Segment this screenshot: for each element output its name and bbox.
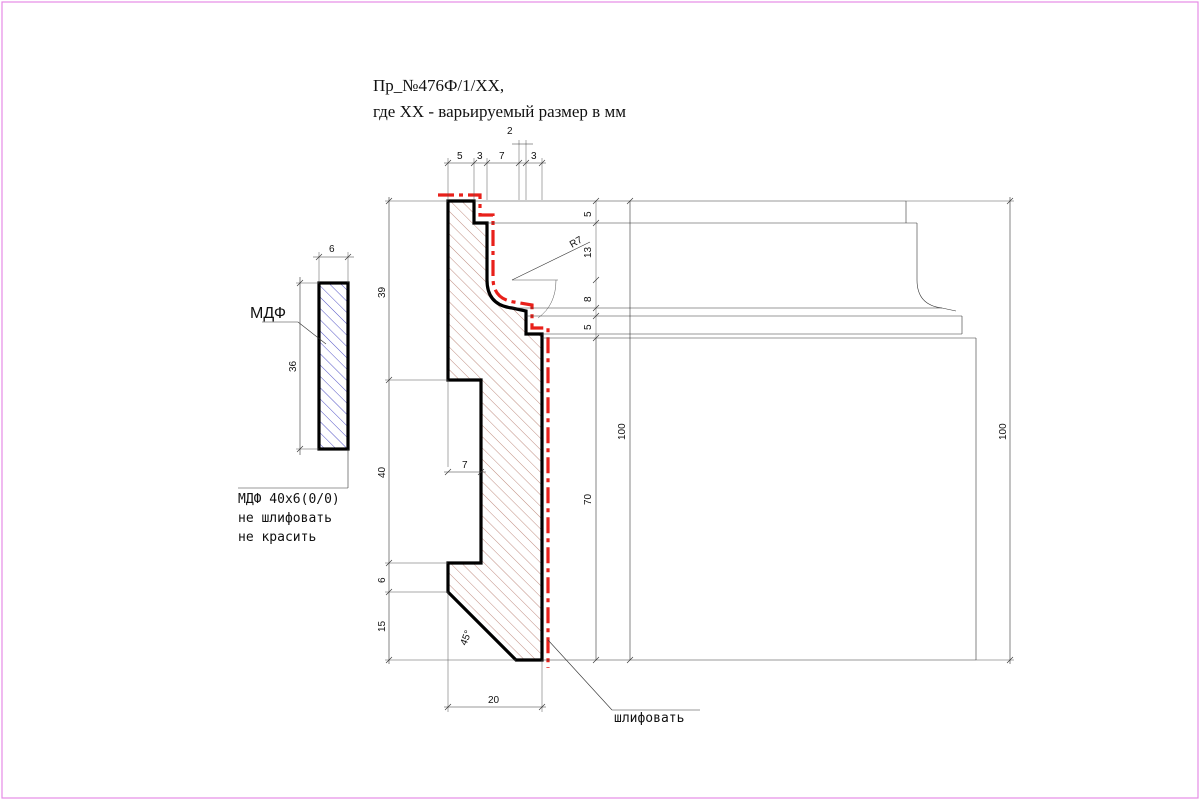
- left-dim-39: 39: [377, 286, 388, 298]
- title-line-2: где ХХ - варьируемый размер в мм: [373, 102, 626, 121]
- top-dim-7: 7: [499, 151, 505, 162]
- title-line-1: Пр_№476Ф/1/ХХ,: [373, 76, 504, 95]
- top-dim-3b: 3: [531, 151, 537, 162]
- right-dim-8: 8: [583, 296, 594, 302]
- sanding-note-text: шлифовать: [614, 711, 684, 726]
- left-dimension-chain: 39 40 6 15 7: [377, 197, 516, 664]
- mdf-note-line-3: не красить: [238, 530, 316, 545]
- angle-label: 45°: [459, 629, 475, 647]
- mdf-width-dim: 6: [329, 244, 335, 255]
- bottom-dimension: 20: [444, 592, 546, 712]
- groove-dim-7: 7: [462, 460, 468, 471]
- bottom-dim-20: 20: [488, 695, 500, 706]
- mdf-note-line-2: не шлифовать: [238, 511, 332, 526]
- profile-outline: [446, 199, 544, 662]
- right-dim-70: 70: [583, 493, 594, 505]
- mdf-label: МДФ: [250, 305, 286, 322]
- mdf-part: 6 36 МДФ МДФ 40х6(0/0) не шлифовать не к…: [238, 244, 354, 545]
- left-dim-15: 15: [377, 620, 388, 632]
- mdf-height-dim: 36: [288, 360, 299, 372]
- mdf-note-line-1: МДФ 40х6(0/0): [238, 492, 340, 507]
- top-dim-3a: 3: [477, 151, 483, 162]
- sanding-note: шлифовать: [547, 639, 700, 726]
- right-dim-13: 13: [583, 246, 594, 258]
- right-dim-5a: 5: [583, 211, 594, 217]
- top-dim-2: 2: [507, 126, 513, 137]
- inner-overall-dim-100: 100: [617, 423, 628, 440]
- top-dim-5: 5: [457, 151, 463, 162]
- top-dimension-chain: 5 3 7 2 3: [444, 126, 546, 200]
- sanding-contour: [438, 193, 550, 668]
- mdf-outline: [317, 281, 350, 451]
- outer-overall-dim-100: 100: [998, 423, 1009, 440]
- right-dim-5b: 5: [583, 324, 594, 330]
- profile-section: R7 45°: [438, 193, 591, 668]
- side-elevation: 5 13 8 5 70 100 100: [474, 197, 1014, 664]
- left-dim-6: 6: [377, 577, 388, 583]
- left-dim-40: 40: [377, 466, 388, 478]
